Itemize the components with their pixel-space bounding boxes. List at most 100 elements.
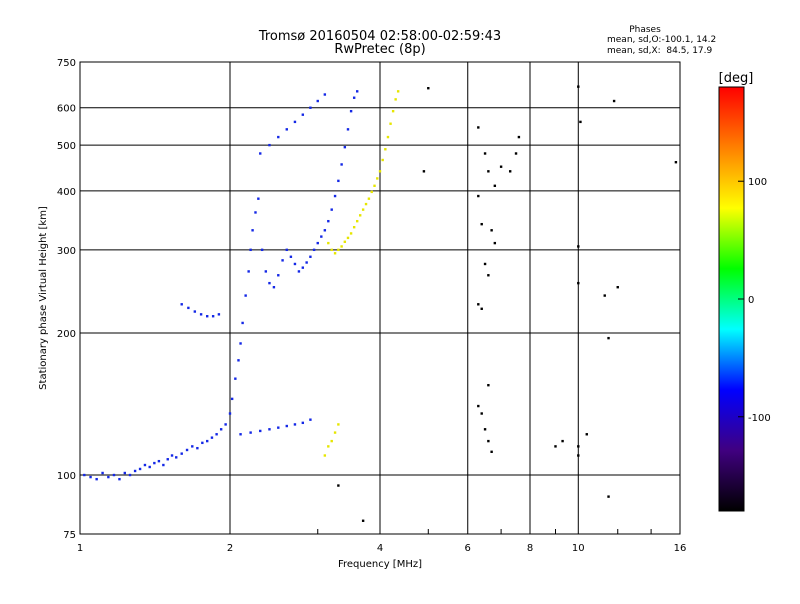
data-point-o bbox=[83, 473, 86, 477]
data-point-o bbox=[277, 426, 280, 429]
data-point-o bbox=[148, 465, 151, 469]
data-point-o bbox=[320, 235, 323, 238]
data-point-o bbox=[175, 456, 178, 459]
data-point-x bbox=[333, 252, 337, 255]
data-point-o bbox=[268, 428, 271, 431]
data-point-x bbox=[323, 454, 327, 457]
data-point-o bbox=[112, 473, 116, 477]
data-point-noise bbox=[490, 450, 493, 453]
data-point-o bbox=[107, 475, 110, 479]
data-point-x bbox=[337, 423, 340, 426]
data-point-o bbox=[241, 321, 244, 325]
data-point-o bbox=[237, 359, 240, 362]
data-point-x bbox=[370, 190, 373, 194]
data-point-noise bbox=[427, 87, 430, 90]
data-point-o bbox=[289, 255, 293, 258]
data-point-o bbox=[316, 241, 319, 245]
data-point-o bbox=[257, 197, 260, 200]
y-tick-label: 400 bbox=[57, 187, 76, 198]
data-point-o bbox=[343, 145, 347, 149]
data-point-o bbox=[309, 106, 312, 109]
data-point-x bbox=[337, 248, 340, 252]
data-point-x bbox=[330, 439, 333, 443]
data-points bbox=[83, 85, 678, 522]
data-point-o bbox=[187, 306, 190, 310]
data-point-o bbox=[230, 397, 234, 401]
colorbar-unit-label: [deg] bbox=[719, 71, 754, 86]
data-point-o bbox=[281, 259, 284, 262]
y-tick-label: 200 bbox=[57, 329, 76, 340]
x-tick-label: 2 bbox=[227, 543, 233, 554]
data-point-o bbox=[268, 281, 271, 285]
data-point-noise bbox=[337, 484, 340, 487]
data-point-x bbox=[349, 232, 353, 235]
y-tick-label: 500 bbox=[57, 141, 76, 152]
data-point-o bbox=[293, 262, 297, 266]
data-point-o bbox=[285, 424, 288, 428]
data-point-o bbox=[153, 461, 156, 465]
phase-stats-x: mean, sd,X: 84.5, 17.9 bbox=[607, 46, 713, 56]
data-point-o bbox=[260, 248, 264, 252]
data-point-o bbox=[133, 469, 137, 473]
data-point-x bbox=[381, 158, 384, 162]
data-point-x bbox=[394, 98, 397, 101]
data-point-o bbox=[170, 454, 174, 457]
data-point-x bbox=[391, 109, 395, 113]
data-point-noise bbox=[577, 245, 580, 248]
data-point-o bbox=[128, 473, 132, 477]
data-point-noise bbox=[480, 412, 483, 415]
data-point-o bbox=[166, 458, 169, 461]
data-point-o bbox=[239, 433, 242, 436]
data-point-o bbox=[138, 467, 142, 471]
data-point-noise bbox=[483, 152, 487, 155]
data-point-noise bbox=[508, 170, 512, 173]
data-point-o bbox=[118, 477, 121, 481]
data-point-o bbox=[201, 441, 204, 445]
data-point-x bbox=[333, 431, 337, 434]
x-tick-label: 8 bbox=[527, 543, 533, 554]
data-point-o bbox=[305, 261, 308, 264]
grid bbox=[80, 62, 680, 534]
data-point-x bbox=[358, 214, 362, 217]
data-point-o bbox=[340, 163, 343, 166]
data-point-o bbox=[264, 270, 268, 273]
data-point-noise bbox=[483, 262, 487, 266]
data-point-x bbox=[389, 122, 392, 125]
x-axis-label: Frequency [MHz] bbox=[338, 559, 422, 570]
data-point-noise bbox=[477, 194, 480, 198]
data-point-noise bbox=[480, 222, 483, 226]
data-point-x bbox=[384, 148, 387, 151]
data-point-x bbox=[327, 445, 330, 448]
data-point-o bbox=[162, 463, 165, 467]
data-point-o bbox=[346, 128, 350, 131]
data-point-noise bbox=[577, 85, 580, 88]
data-point-o bbox=[259, 429, 262, 433]
data-point-x bbox=[346, 236, 350, 240]
colorbar-tick-label: 0 bbox=[748, 295, 754, 306]
data-point-o bbox=[323, 93, 327, 96]
y-tick-label: 75 bbox=[63, 530, 76, 541]
data-point-o bbox=[316, 99, 319, 103]
data-point-o bbox=[95, 477, 98, 481]
data-point-o bbox=[199, 313, 203, 316]
data-point-o bbox=[285, 128, 288, 131]
data-point-noise bbox=[612, 99, 616, 103]
data-point-x bbox=[361, 208, 365, 211]
colorbar-tick-label: -100 bbox=[748, 413, 771, 424]
data-point-o bbox=[272, 286, 276, 289]
data-point-o bbox=[205, 315, 209, 318]
data-point-noise bbox=[616, 286, 619, 289]
data-point-x bbox=[373, 184, 376, 187]
data-point-noise bbox=[674, 161, 678, 164]
data-point-o bbox=[285, 248, 288, 252]
phase-stats-heading: Phases bbox=[629, 25, 661, 35]
data-point-noise bbox=[493, 184, 497, 187]
chart-title: Tromsø 20160504 02:58:00-02:59:43 bbox=[258, 29, 501, 44]
data-point-o bbox=[277, 274, 280, 277]
data-point-o bbox=[297, 270, 301, 273]
data-point-x bbox=[355, 219, 359, 223]
data-point-o bbox=[337, 179, 340, 183]
data-point-o bbox=[352, 96, 356, 99]
data-point-o bbox=[251, 229, 254, 232]
